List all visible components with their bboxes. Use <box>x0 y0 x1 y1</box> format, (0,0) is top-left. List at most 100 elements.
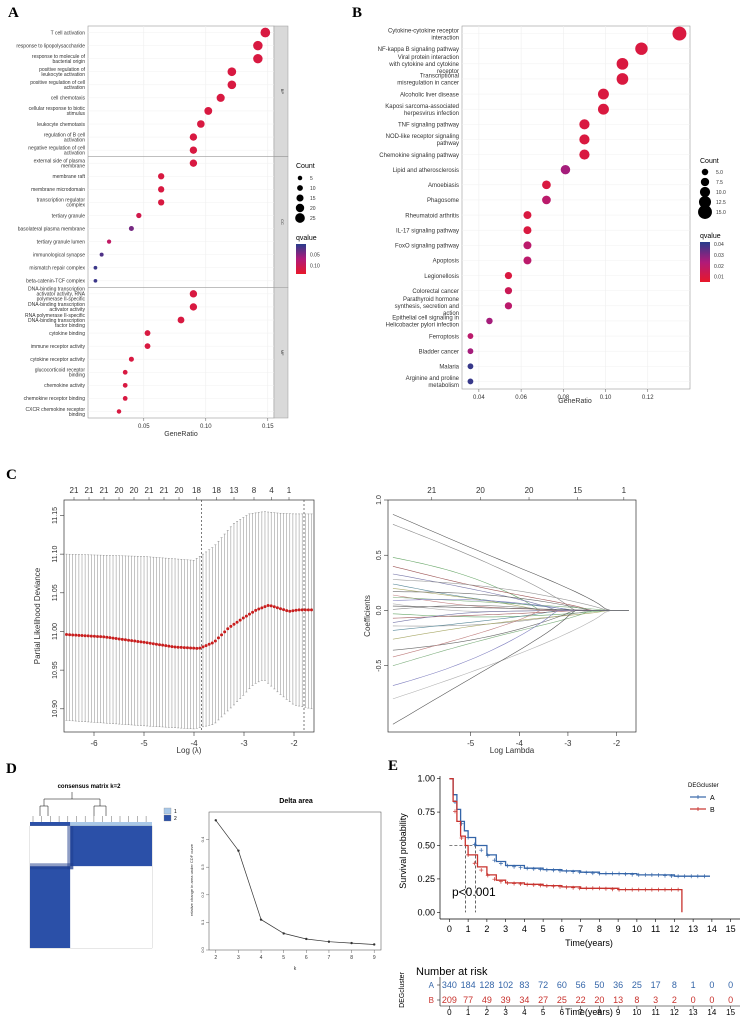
panel-d-delta-area-plot: Delta area 2 3 4 5 6 7 8 9 0.0 0.1 0.2 0.3 0.4 k rel… <box>189 798 382 972</box>
panel-b-kegg-dotplot: 0.04 0.06 0.08 0.10 0.12 Cytokine-cytokine re… <box>378 25 726 405</box>
panel-c-left-tick-label-y: 11.00 <box>52 623 59 640</box>
panel-c-left-point <box>216 636 220 640</box>
panel-a-dot <box>189 290 198 298</box>
panel-b-dot <box>542 180 551 190</box>
panel-a-term-label-line: immunological synapse <box>33 252 85 258</box>
panel-a-size-legend-dot <box>295 203 305 213</box>
panel-a-dot <box>158 199 165 206</box>
panel-c-left-point <box>65 633 68 637</box>
panel-e-censor-mark <box>643 887 648 892</box>
panel-a-dot <box>189 146 198 154</box>
panel-a-term-label-line: leukocyte chemotaxis <box>37 122 85 128</box>
panel-b-dot <box>579 119 590 130</box>
panel-e-censor-mark <box>676 874 681 879</box>
panel-b-size-legend-label: 15.0 <box>716 210 726 216</box>
panel-e-censor-mark <box>479 868 484 873</box>
panel-a-term-label-line: cytokine receptor activity <box>30 357 85 363</box>
panel-e-censor-mark <box>544 867 549 872</box>
panel-e-censor-mark <box>453 809 457 814</box>
panel-e-censor-mark <box>498 861 503 866</box>
panel-e-censor-mark <box>525 882 530 887</box>
panel-b-color-legend-label: 0.03 <box>714 253 724 259</box>
panel-b-term-label-line: herpesvirus infection <box>404 111 459 117</box>
panel-e-risk-tick-label-x: 3 <box>503 1008 508 1017</box>
panel-e-censor-mark <box>571 885 576 890</box>
panel-e-tick-label-x: 2 <box>484 924 489 934</box>
panel-b-term-label-line: metabolism <box>428 383 459 389</box>
panel-a-dot <box>122 396 128 401</box>
panel-a-dot <box>197 120 205 128</box>
panel-a-term-label: positive regulation of cell activation <box>30 80 85 91</box>
panel-e-curve-b <box>449 778 683 913</box>
panel-a-dot <box>106 239 112 244</box>
panel-e-risk-value: 25 <box>632 980 642 990</box>
panel-e-curve-a <box>449 778 710 877</box>
panel-c-right-coef-path <box>392 514 629 611</box>
panel-c-right-top-label: 20 <box>525 486 534 495</box>
panel-e-risk-tick-label-x: 12 <box>670 1008 679 1017</box>
panel-e-legend-label: B <box>710 807 715 814</box>
panel-label-a: A <box>8 5 19 21</box>
panel-e-risk-value: 0 <box>728 995 733 1005</box>
panel-c-left-tick-label-x: -4 <box>190 739 198 748</box>
panel-a-term-label-line: activation <box>64 150 85 156</box>
panel-e-risk-tick-label-x: 9 <box>616 1008 621 1017</box>
panel-a-term-label-line: positive regulation of <box>39 67 85 73</box>
panel-b-dot <box>504 302 513 310</box>
panel-c-right-top-label: 15 <box>573 486 582 495</box>
panel-b-dot <box>560 164 571 175</box>
panel-a-term-label-line: DNA-binding transcription <box>28 318 85 324</box>
panel-b-dot <box>467 363 474 370</box>
panel-e-censor-mark <box>656 873 661 878</box>
panel-c-left-top-label: 20 <box>175 486 184 495</box>
panel-c-left-point <box>161 643 165 647</box>
panel-c-right-coef-path <box>392 579 629 611</box>
panel-c-left-point <box>114 637 118 641</box>
panel-c-left-point <box>195 646 199 650</box>
panel-d-delta-tick-label-x: 6 <box>305 955 308 961</box>
panel-a-term-label-line: T cell activation <box>51 30 86 36</box>
panel-c-right-tick-label-y: 0.0 <box>376 606 383 616</box>
panel-c-left-tick-label-x: -3 <box>240 739 248 748</box>
panel-a-dot <box>144 330 151 336</box>
panel-b-size-legend-title: Count <box>700 158 719 165</box>
panel-e-censor-mark <box>623 887 628 892</box>
panel-b-term-label: Ferroptosis <box>429 334 459 340</box>
panel-e-censor-mark <box>571 869 576 874</box>
panel-b-color-legend-label: 0.04 <box>714 242 724 248</box>
panel-b-term-label-line: Rheumatoid arthritis <box>405 213 459 219</box>
panel-a-term-label: beta-catenin-TCF complex <box>26 279 85 285</box>
panel-d-heatmap-edge <box>67 826 74 870</box>
panel-e-risk-value: 50 <box>594 980 604 990</box>
panel-d-delta-x-label: k <box>294 966 297 972</box>
panel-c-left-point <box>300 608 304 612</box>
panel-b-term-label: Amoebiasis <box>428 183 459 189</box>
panel-c-left-point <box>108 636 112 640</box>
panel-a-x-label: GeneRatio <box>164 431 198 438</box>
panel-c-cv-deviance-plot: -6 -5 -4 -3 -2 10.90 10.95 11.00 11.05 11.10 11.15… <box>33 486 315 755</box>
panel-e-tick-label-x: 3 <box>503 924 508 934</box>
panel-a-term-label: glucocorticoid receptor binding <box>35 368 86 379</box>
panel-a-term-label-line: response to lipopolysaccharide <box>16 43 85 49</box>
panel-b-term-label: Viral protein interaction with cytokine a… <box>388 55 459 75</box>
panel-b-term-label-line: interaction <box>431 35 459 41</box>
panel-e-censor-mark <box>577 870 582 875</box>
panel-d-delta-tick-label-y: 0.4 <box>200 836 205 842</box>
panel-label-d: D <box>6 761 17 777</box>
panel-c-left-y-label: Partial Likelihood Deviance <box>33 567 42 664</box>
panel-e-censor-mark <box>551 884 556 889</box>
panel-d-heatmap-block-11 <box>30 826 71 867</box>
panel-a-term-label-line: DNA-binding transcription <box>28 287 85 293</box>
panel-c-left-point <box>303 608 307 612</box>
panel-c-right-coef-path <box>392 610 629 618</box>
panel-a-term-label-line: membrane <box>61 164 85 170</box>
panel-b-term-label-line: Arginine and proline <box>406 376 460 382</box>
panel-c-left-point <box>139 640 143 644</box>
panel-e-censor-mark <box>617 871 622 876</box>
panel-e-censor-mark <box>643 872 648 877</box>
panel-a-dot <box>260 27 271 38</box>
panel-c-left-point <box>158 643 162 647</box>
panel-a-color-legend-label: 0.05 <box>310 253 320 259</box>
panel-a-term-label-line: activation <box>64 85 85 91</box>
panel-c-left-point <box>145 641 149 645</box>
